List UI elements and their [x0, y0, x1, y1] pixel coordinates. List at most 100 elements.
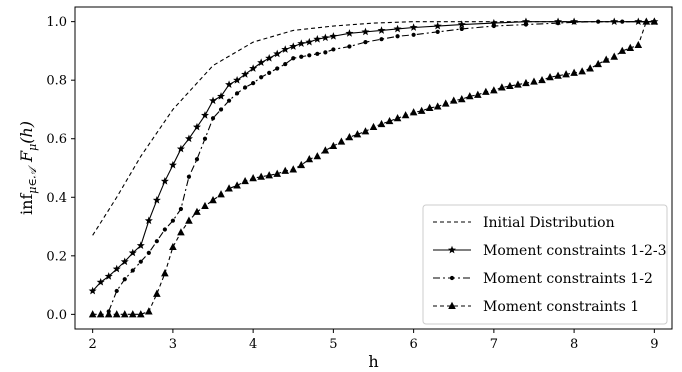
data-point [313, 35, 322, 43]
y-tick-label: 0.6 [46, 132, 67, 147]
data-point [184, 134, 193, 143]
data-point [417, 106, 426, 114]
data-point [153, 289, 161, 297]
data-point [267, 70, 272, 75]
data-point [96, 310, 105, 318]
legend-item: Moment constraints 1-2 [433, 271, 653, 287]
data-point [168, 160, 177, 169]
data-point [586, 64, 594, 72]
data-point [572, 20, 577, 25]
plot-area [88, 17, 659, 318]
data-point [145, 307, 153, 315]
data-point [522, 78, 530, 87]
data-point [146, 250, 151, 255]
y-tick-label: 0.0 [46, 308, 67, 323]
data-point [283, 61, 288, 67]
data-point [323, 50, 328, 55]
data-point [602, 55, 610, 63]
data-point [530, 77, 538, 85]
data-point [122, 277, 127, 282]
data-point [170, 218, 175, 223]
data-point [241, 176, 249, 185]
data-point [112, 310, 121, 318]
data-point [241, 70, 250, 78]
data-point [347, 44, 352, 49]
legend-marker [448, 245, 456, 254]
y-label-fsub: μ [26, 144, 39, 151]
data-point [377, 119, 386, 128]
y-tick-label: 1.0 [46, 15, 67, 30]
data-point [449, 96, 458, 104]
data-point [393, 114, 402, 122]
data-point [217, 190, 225, 198]
data-point [620, 19, 625, 24]
data-point [299, 54, 304, 59]
x-tick-label: 2 [89, 337, 97, 352]
data-point [144, 216, 153, 225]
data-point [307, 53, 312, 58]
data-point [289, 42, 298, 50]
data-point [554, 71, 562, 79]
data-point [273, 49, 282, 58]
data-point [273, 169, 282, 177]
data-point [433, 102, 442, 110]
data-point [465, 92, 474, 100]
data-point [634, 40, 643, 49]
data-point [521, 17, 530, 26]
data-point [618, 46, 627, 54]
data-point [257, 172, 265, 180]
data-point [96, 277, 105, 286]
data-point [596, 19, 601, 24]
data-point [193, 207, 201, 215]
data-point [104, 272, 113, 280]
data-point [610, 52, 619, 60]
data-point [642, 17, 651, 25]
data-point [185, 216, 193, 224]
data-point [395, 34, 400, 39]
data-point [305, 155, 314, 163]
data-point [194, 157, 200, 162]
y-axis-label: infμ∈𝒜Fμ(h) [17, 121, 39, 215]
data-point [178, 206, 184, 212]
data-point [161, 269, 169, 277]
data-point [313, 152, 322, 160]
data-point [457, 95, 466, 103]
x-tick-label: 6 [409, 337, 417, 352]
data-point [225, 80, 234, 88]
data-point [441, 99, 450, 107]
data-point [202, 136, 208, 141]
data-point [490, 86, 498, 94]
data-point [578, 67, 586, 75]
legend-label: Moment constraints 1-2-3 [483, 243, 667, 259]
y-axis: 0.0 0.2 0.4 0.6 0.8 1.0 [46, 15, 75, 323]
data-point [363, 40, 368, 45]
legend-item: Moment constraints 1 [433, 299, 639, 315]
data-point [409, 23, 418, 31]
data-point [234, 91, 240, 96]
data-point [433, 21, 442, 30]
data-point [321, 146, 330, 154]
data-point [136, 241, 145, 249]
data-point [192, 122, 201, 131]
data-point [305, 37, 314, 46]
data-point [514, 80, 522, 88]
data-point [177, 228, 185, 236]
data-point [594, 59, 602, 68]
data-point [259, 75, 264, 80]
series-4 [88, 17, 659, 318]
data-point [201, 201, 209, 210]
legend-label: Moment constraints 1-2 [483, 271, 653, 287]
x-tick-label: 3 [169, 337, 177, 352]
data-point [489, 18, 498, 27]
legend-item: Moment constraints 1-2-3 [433, 243, 667, 259]
data-point [379, 37, 384, 42]
x-tick-label: 5 [329, 337, 337, 352]
data-point [482, 87, 490, 95]
data-point [104, 310, 113, 318]
data-point [361, 27, 370, 36]
data-point [345, 133, 354, 141]
data-point [506, 81, 514, 90]
data-point [626, 43, 635, 51]
legend-marker [448, 301, 456, 309]
data-point [128, 248, 137, 257]
